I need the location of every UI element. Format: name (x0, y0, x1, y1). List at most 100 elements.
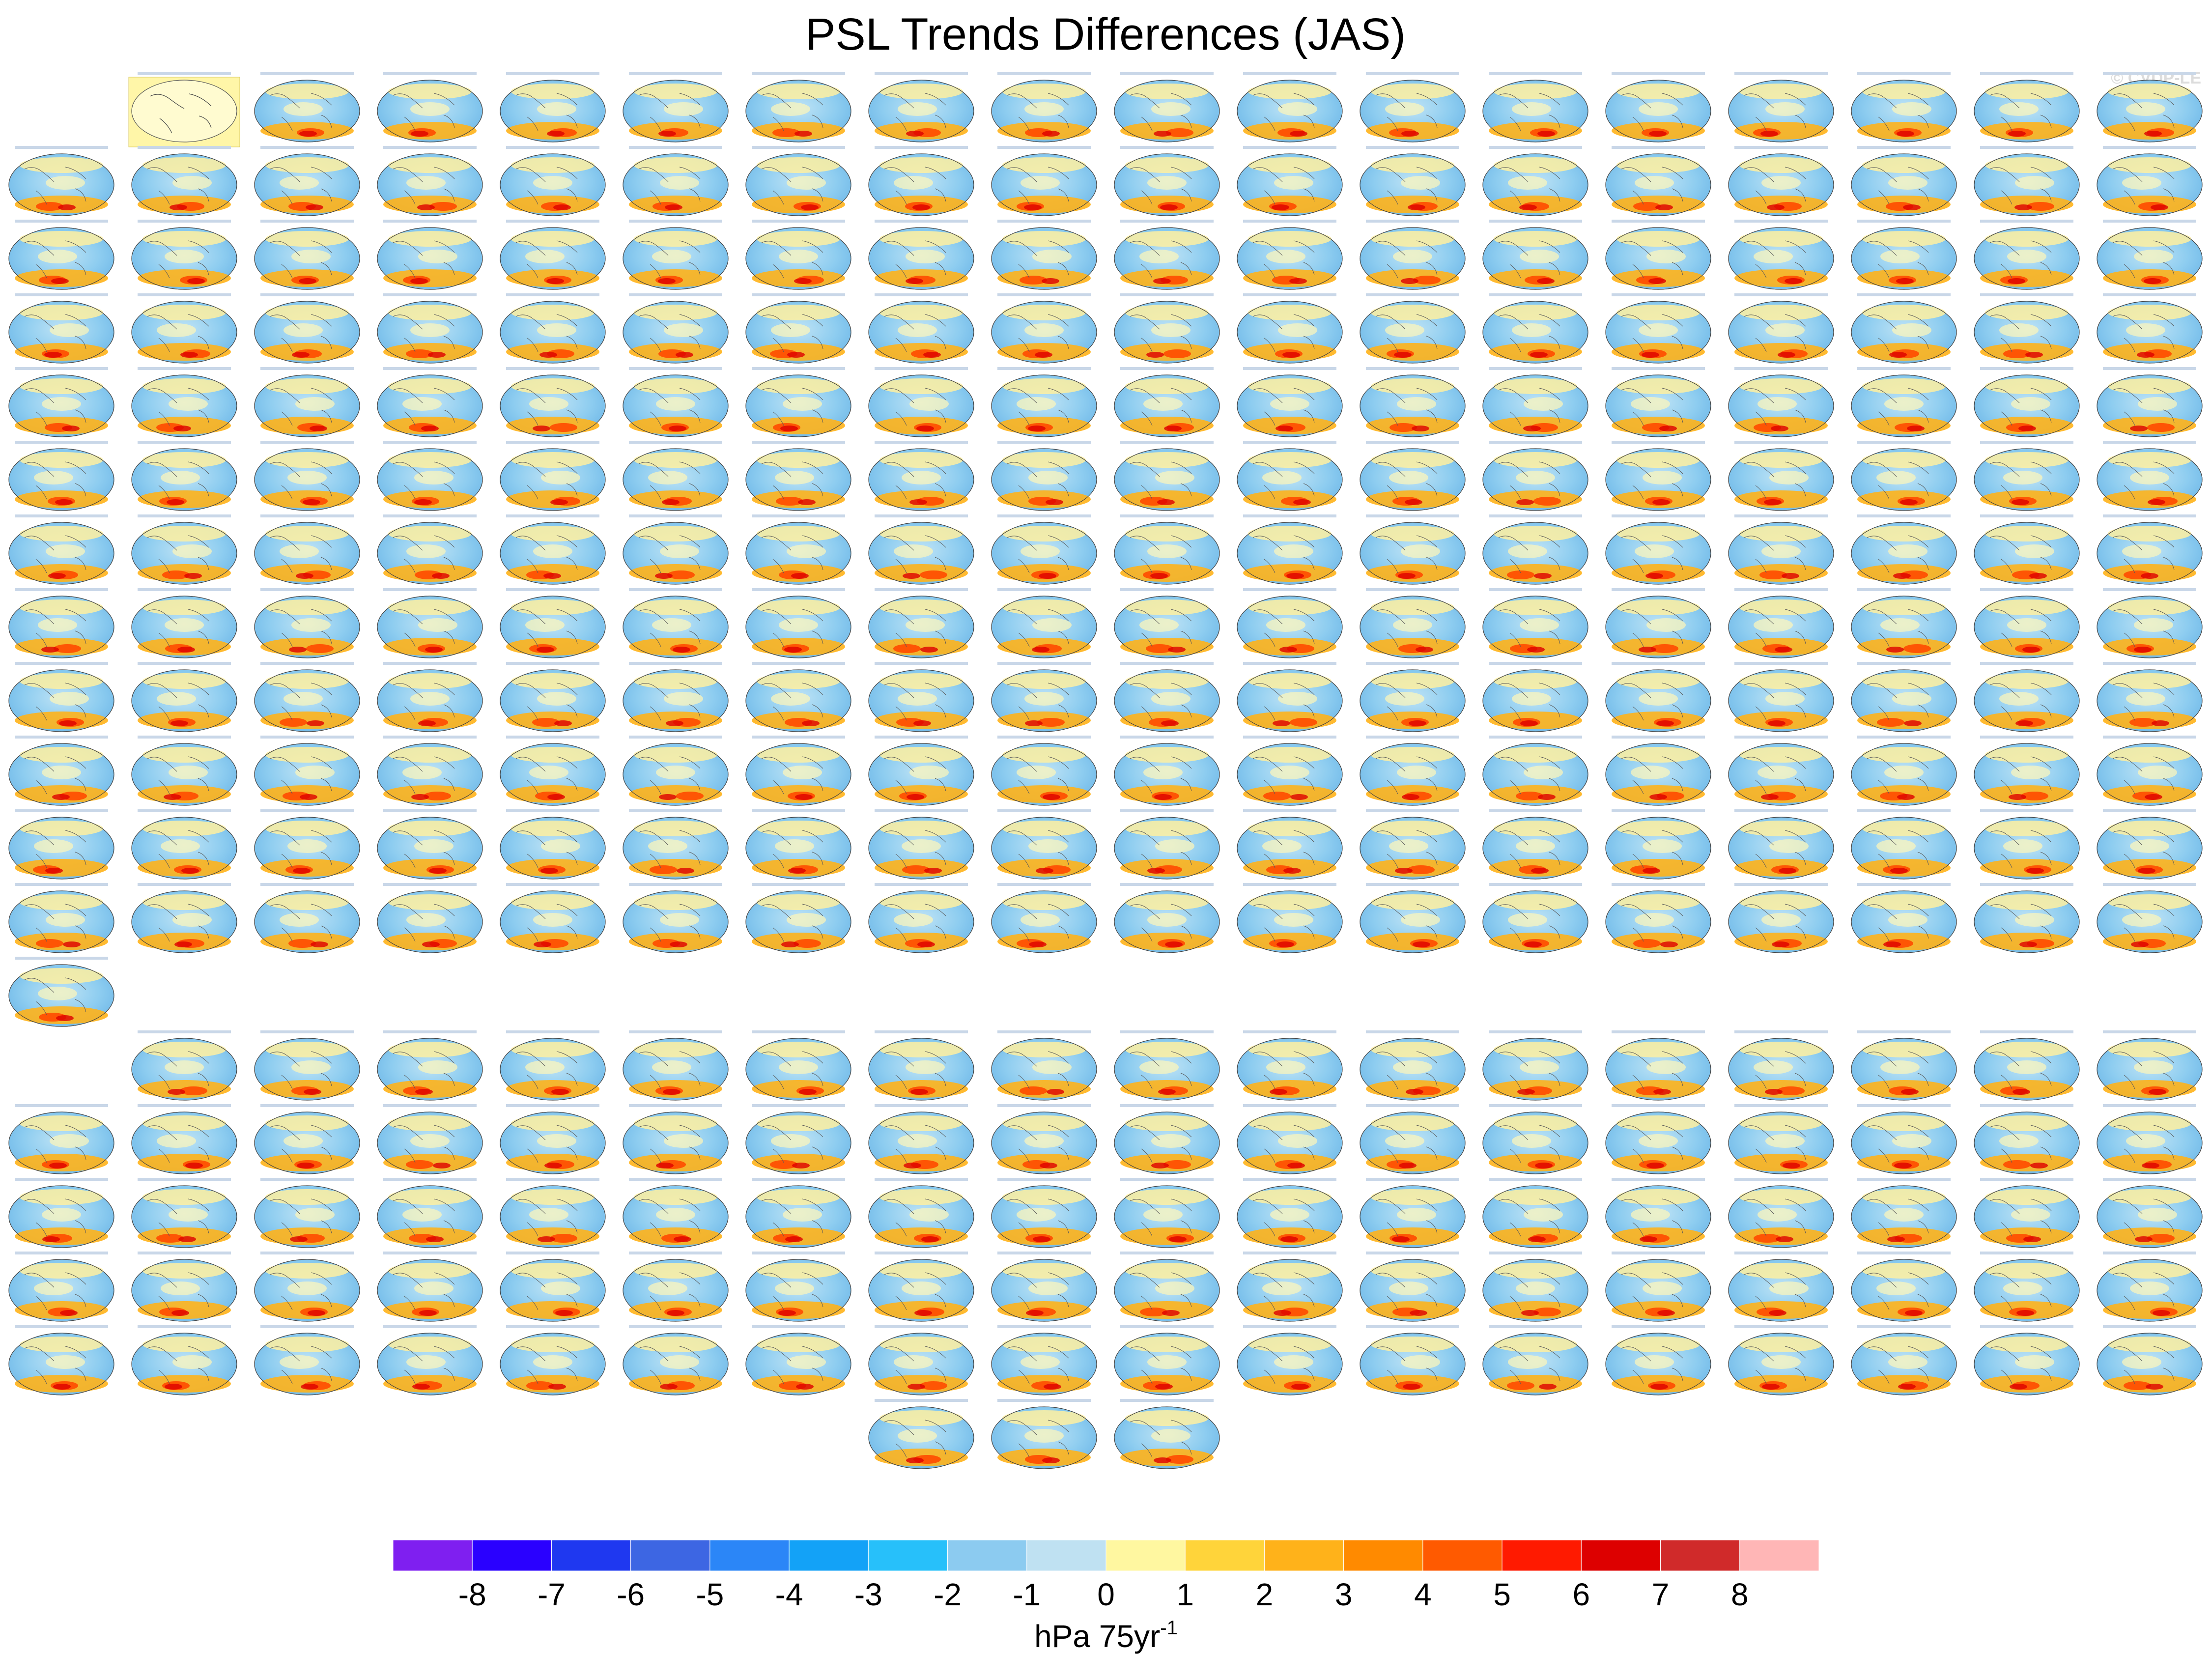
ensemble-panel (1974, 220, 2080, 290)
ensemble-panel (1851, 293, 1957, 364)
panel-caption (1857, 1030, 1951, 1033)
ensemble-panel (254, 367, 360, 437)
panel-caption (629, 514, 722, 517)
ensemble-panel (1728, 1325, 1834, 1395)
panel-caption (260, 1030, 354, 1033)
ensemble-panel (991, 72, 1097, 142)
ensemble-panel (1114, 293, 1220, 364)
ensemble-panel (991, 1252, 1097, 1322)
ensemble-panel (868, 588, 974, 658)
ensemble-panel (377, 146, 483, 216)
ensemble-panel (1237, 809, 1343, 880)
ensemble-panel (991, 1104, 1097, 1174)
ensemble-panel (745, 146, 851, 216)
panel-caption (752, 662, 845, 665)
ensemble-panel (1237, 514, 1343, 585)
panel-caption (383, 662, 477, 665)
ensemble-panel (8, 809, 114, 880)
ensemble-panel (623, 514, 729, 585)
panel-caption (2103, 809, 2196, 812)
panel-caption (1489, 1325, 1582, 1328)
panel-caption (629, 220, 722, 223)
panel-caption (506, 514, 599, 517)
ensemble-panel (1728, 1178, 1834, 1248)
ensemble-panel (377, 809, 483, 880)
ensemble-panel (1974, 367, 2080, 437)
ensemble-panel (2097, 1325, 2203, 1395)
colorbar-swatch (1106, 1539, 1186, 1571)
ensemble-panel (1851, 1030, 1957, 1101)
panel-caption (1489, 367, 1582, 370)
panel-caption (15, 293, 108, 296)
colorbar-swatch (1264, 1539, 1344, 1571)
ensemble-panel (1605, 1325, 1711, 1395)
panel-caption (2103, 883, 2196, 886)
colorbar-swatch (1422, 1539, 1502, 1571)
ensemble-panel (1728, 736, 1834, 806)
panel-caption (997, 1399, 1091, 1402)
ensemble-panel (1360, 1030, 1466, 1101)
colorbar-swatch (1581, 1539, 1661, 1571)
ensemble-panel (1114, 1325, 1220, 1395)
ensemble-panel (1605, 146, 1711, 216)
panel-caption (997, 809, 1091, 812)
ensemble-panel (254, 883, 360, 953)
panel-caption (506, 736, 599, 739)
panel-caption (875, 588, 968, 591)
ensemble-panel (1728, 809, 1834, 880)
ensemble-panel (1728, 883, 1834, 953)
panel-caption (997, 220, 1091, 223)
ensemble-panel (1851, 1252, 1957, 1322)
ensemble-panel (623, 367, 729, 437)
ensemble-panel (1482, 367, 1588, 437)
ensemble-panel (2097, 1030, 2203, 1101)
panel-caption (1243, 146, 1336, 149)
panel-caption (1612, 1325, 1705, 1328)
panel-caption (2103, 1252, 2196, 1254)
colorbar-tick-label: 7 (1652, 1577, 1670, 1612)
ensemble-panel (1605, 441, 1711, 511)
panel-caption (1489, 1104, 1582, 1107)
panel-caption (1489, 883, 1582, 886)
panel-caption (875, 1325, 968, 1328)
ensemble-panel (1237, 72, 1343, 142)
ensemble-panel (1728, 441, 1834, 511)
panel-caption (1120, 1104, 1214, 1107)
panel-caption (997, 588, 1091, 591)
panel-caption (629, 809, 722, 812)
ensemble-panel (868, 1325, 974, 1395)
ensemble-panel (254, 809, 360, 880)
ensemble-panel (1974, 883, 2080, 953)
panel-caption (1489, 1178, 1582, 1181)
ensemble-panel (745, 367, 851, 437)
ensemble-panel (1974, 1178, 2080, 1248)
panel-caption (997, 662, 1091, 665)
ensemble-panel (2097, 514, 2203, 585)
ensemble-panel (1605, 883, 1711, 953)
ensemble-panel (500, 809, 606, 880)
panel-caption (1857, 514, 1951, 517)
ensemble-panel (131, 146, 237, 216)
ensemble-panel (623, 72, 729, 142)
ensemble-panel (2097, 146, 2203, 216)
panel-caption (138, 1030, 231, 1033)
panel-caption (1857, 736, 1951, 739)
panel-caption (629, 367, 722, 370)
ensemble-panel (500, 1104, 606, 1174)
panel-caption (997, 514, 1091, 517)
ensemble-panel (991, 293, 1097, 364)
panel-caption (752, 809, 845, 812)
ensemble-panel (254, 1104, 360, 1174)
ensemble-panel (500, 146, 606, 216)
ensemble-panel (254, 1252, 360, 1322)
panel-caption (260, 220, 354, 223)
ensemble-panel (8, 588, 114, 658)
panel-caption (1734, 1178, 1828, 1181)
panel-caption (629, 1252, 722, 1254)
ensemble-panel (868, 1399, 974, 1469)
panel-caption (1120, 809, 1214, 812)
panel-caption (1120, 1030, 1214, 1033)
ensemble-panel (377, 883, 483, 953)
panel-caption (506, 1030, 599, 1033)
ensemble-panel (254, 514, 360, 585)
